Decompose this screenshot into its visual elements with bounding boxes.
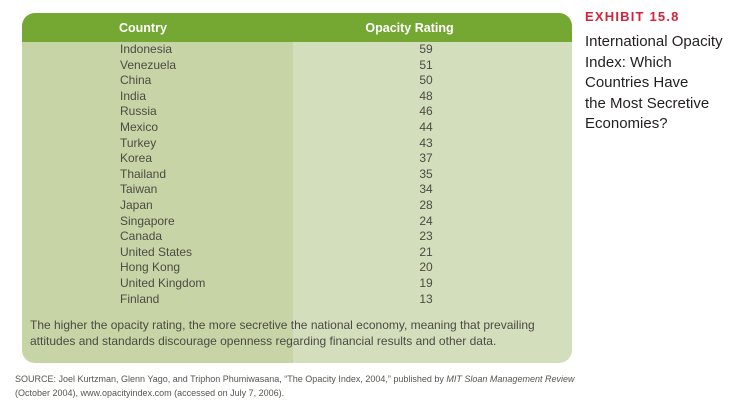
country-cell: Russia bbox=[22, 104, 293, 120]
column-header-opacity-rating: Opacity Rating bbox=[365, 20, 454, 35]
country-cell: Hong Kong bbox=[22, 260, 293, 276]
country-cell: Korea bbox=[22, 151, 293, 167]
source-text-prefix: SOURCE: Joel Kurtzman, Glenn Yago, and T… bbox=[15, 374, 447, 384]
table-row: Singapore 24 bbox=[22, 213, 572, 230]
table-row: Mexico 44 bbox=[22, 119, 572, 136]
country-cell: United States bbox=[22, 244, 293, 261]
exhibit-caption: EXHIBIT 15.8 International Opacity Index… bbox=[585, 9, 737, 135]
table-body: Indonesia 59 Venezuela 51 China 50 India 48 Russ… bbox=[22, 42, 572, 308]
opacity-rating-cell: 51 bbox=[293, 57, 572, 74]
opacity-rating-cell: 21 bbox=[293, 244, 572, 261]
exhibit-title: International Opacity Index: Which Count… bbox=[585, 33, 723, 132]
table-row: United States 21 bbox=[22, 244, 572, 261]
table-row: Canada 23 bbox=[22, 229, 572, 245]
table-row: Venezuela 51 bbox=[22, 57, 572, 74]
opacity-rating-cell: 50 bbox=[293, 73, 572, 89]
country-cell: China bbox=[22, 73, 293, 89]
opacity-index-table: Country Opacity Rating Indonesia 59 Venezu… bbox=[22, 13, 572, 364]
opacity-rating-cell: 44 bbox=[293, 119, 572, 136]
opacity-rating-cell: 23 bbox=[293, 229, 572, 245]
opacity-rating-cell: 48 bbox=[293, 88, 572, 105]
table-row: Taiwan 34 bbox=[22, 182, 572, 198]
table-footnote: The higher the opacity rating, the more … bbox=[22, 307, 572, 364]
opacity-rating-cell: 59 bbox=[293, 42, 572, 58]
table-row: Korea 37 bbox=[22, 151, 572, 167]
source-journal-name: MIT Sloan Management Review bbox=[446, 374, 575, 384]
source-text-suffix: (October 2004), www.opacityindex.com (ac… bbox=[15, 388, 285, 398]
table-row: Thailand 35 bbox=[22, 166, 572, 183]
opacity-rating-cell: 46 bbox=[293, 104, 572, 120]
opacity-rating-cell: 28 bbox=[293, 197, 572, 214]
table-row: Finland 13 bbox=[22, 291, 572, 308]
country-cell: Finland bbox=[22, 291, 293, 308]
table-row: Hong Kong 20 bbox=[22, 260, 572, 276]
opacity-rating-cell: 34 bbox=[293, 182, 572, 198]
table-header-row: Country Opacity Rating bbox=[22, 13, 572, 42]
country-cell: Indonesia bbox=[22, 42, 293, 58]
table-row: China 50 bbox=[22, 73, 572, 89]
country-cell: Mexico bbox=[22, 119, 293, 136]
country-cell: Taiwan bbox=[22, 182, 293, 198]
opacity-rating-cell: 13 bbox=[293, 291, 572, 308]
opacity-rating-cell: 24 bbox=[293, 213, 572, 230]
country-cell: Turkey bbox=[22, 135, 293, 152]
opacity-rating-cell: 19 bbox=[293, 275, 572, 292]
country-cell: Japan bbox=[22, 197, 293, 214]
table-row: United Kingdom 19 bbox=[22, 275, 572, 292]
country-cell: United Kingdom bbox=[22, 275, 293, 292]
opacity-rating-cell: 35 bbox=[293, 166, 572, 183]
table-row: Indonesia 59 bbox=[22, 42, 572, 58]
opacity-rating-cell: 37 bbox=[293, 151, 572, 167]
table-row: India 48 bbox=[22, 88, 572, 105]
column-header-country: Country bbox=[119, 20, 167, 35]
country-cell: Venezuela bbox=[22, 57, 293, 74]
country-cell: India bbox=[22, 88, 293, 105]
table-row: Japan 28 bbox=[22, 197, 572, 214]
table-row: Turkey 43 bbox=[22, 135, 572, 152]
opacity-rating-cell: 20 bbox=[293, 260, 572, 276]
table-row: Russia 46 bbox=[22, 104, 572, 120]
opacity-rating-cell: 43 bbox=[293, 135, 572, 152]
country-cell: Thailand bbox=[22, 166, 293, 183]
exhibit-number-label: EXHIBIT 15.8 bbox=[585, 9, 680, 24]
country-cell: Canada bbox=[22, 229, 293, 245]
country-cell: Singapore bbox=[22, 213, 293, 230]
source-citation: SOURCE: Joel Kurtzman, Glenn Yago, and T… bbox=[15, 372, 575, 400]
